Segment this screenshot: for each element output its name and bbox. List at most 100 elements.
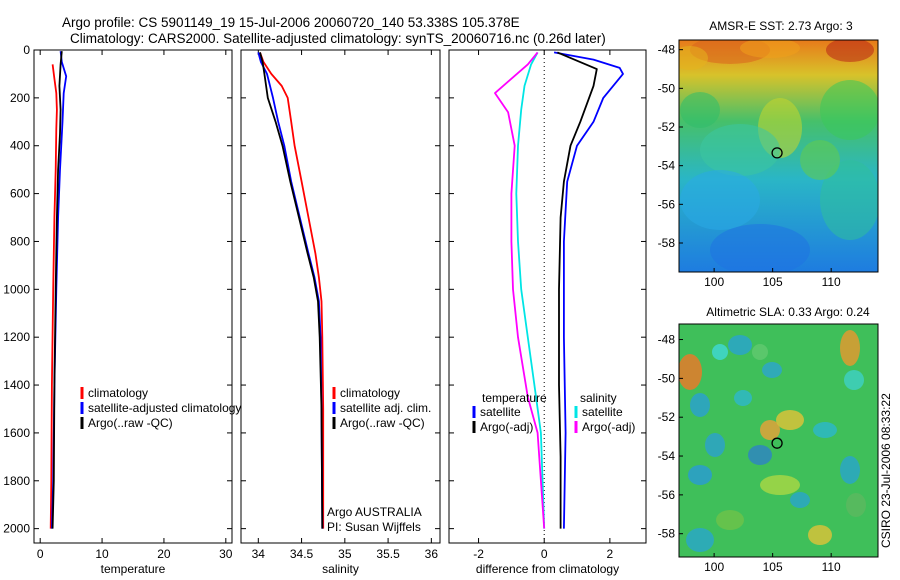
map-x-tick-label: 100 (704, 275, 724, 289)
sla-patch (844, 370, 864, 390)
series-line (51, 51, 63, 529)
y-tick-label: 1400 (3, 378, 30, 392)
x-tick-label: 20 (157, 547, 171, 561)
y-tick-label: 200 (10, 91, 30, 105)
salinity-frame (240, 49, 441, 544)
legend-heading: temperature (482, 391, 547, 405)
legend-label: Argo(..raw -QC) (340, 416, 425, 430)
map-x-tick-label: 105 (763, 275, 783, 289)
sla-patch (752, 344, 768, 360)
x-tick-label: -2 (473, 547, 484, 561)
x-tick-label: 34 (252, 547, 266, 561)
map-y-tick-label: -48 (658, 43, 676, 57)
x-tick-label: 35 (338, 547, 352, 561)
sla-patch (808, 525, 832, 545)
sla-patch (686, 528, 714, 552)
legend-heading: salinity (580, 391, 617, 405)
panel-salinity: 34 34.5 35 35.5 36 salinity climatologysatelli… (240, 49, 441, 576)
legend-label: satellite (582, 405, 623, 419)
legend-label: climatology (88, 386, 148, 400)
sla-patch (688, 465, 712, 485)
series-line (259, 52, 324, 529)
sst-patch (679, 46, 708, 70)
sst-patch (680, 170, 760, 230)
sla-patch (716, 510, 744, 530)
sst-patch (700, 124, 780, 176)
salinity-xlabel: salinity (322, 562, 359, 576)
legend-label: satellite-adjusted climatology (88, 401, 241, 415)
x-tick-label: 36 (425, 547, 439, 561)
map-y-tick-label: -52 (658, 410, 676, 424)
float-position-marker (771, 437, 783, 449)
title-line-2: Climatology: CARS2000. Satellite-adjuste… (70, 31, 606, 46)
sla-patch (705, 433, 725, 457)
sla-patch (734, 390, 752, 406)
sla-patch (679, 354, 702, 390)
x-tick-label: 10 (95, 547, 109, 561)
x-tick-label: 0 (37, 547, 44, 561)
y-tick-label: 2000 (3, 522, 30, 536)
sst-map-field (679, 40, 878, 272)
map-x-tick-label: 105 (763, 560, 783, 574)
sla-patch (790, 492, 810, 508)
series-line (494, 51, 546, 529)
y-tick-label: 1600 (3, 426, 30, 440)
sla-patch (690, 393, 710, 417)
series-line (557, 51, 598, 529)
difference-xlabel: difference from climatology (476, 562, 619, 576)
series-line (259, 52, 325, 529)
y-tick-label: 0 (23, 43, 30, 57)
timestamp-label: CSIRO 23-Jul-2006 08:33:22 (879, 393, 893, 548)
map-x-tick-label: 110 (822, 275, 841, 289)
y-tick-label: 600 (10, 187, 30, 201)
temperature-xlabel: temperature (101, 562, 166, 576)
temperature-frame (33, 49, 233, 544)
series-line (553, 51, 624, 529)
sla-map-frame (678, 323, 879, 558)
sst-patch (820, 160, 878, 240)
sla-patch (760, 475, 800, 495)
sla-map-title: Altimetric SLA: 0.33 Argo: 0.24 (706, 305, 870, 319)
map-y-tick-label: -50 (658, 81, 676, 95)
x-tick-label: 35.5 (376, 547, 400, 561)
sst-patch (740, 40, 800, 58)
sst-patch (800, 140, 840, 180)
x-tick-label: 2 (607, 547, 614, 561)
series-line (515, 51, 546, 529)
panel-temperature: 0 10 20 30 0 200 400 600 800 1000 1200 1400 1600 1800… (3, 43, 241, 576)
sla-patch (762, 362, 782, 378)
sla-patch (846, 493, 866, 517)
x-tick-label: 0 (541, 547, 548, 561)
title-line-1: Argo profile: CS 5901149_19 15-Jul-2006 … (62, 15, 520, 30)
legend-label: satellite adj. clim. (340, 401, 431, 415)
legend-label: Argo(-adj) (480, 420, 533, 434)
y-tick-label: 1000 (3, 282, 30, 296)
map-y-tick-label: -54 (658, 449, 676, 463)
map-y-tick-label: -56 (658, 197, 676, 211)
sst-patch (820, 80, 878, 140)
map-y-tick-label: -50 (658, 371, 676, 385)
legend-label: climatology (340, 386, 400, 400)
map-y-tick-label: -52 (658, 120, 676, 134)
float-position-marker (771, 147, 783, 159)
x-tick-label: 34.5 (290, 547, 314, 561)
map-x-tick-label: 100 (704, 560, 724, 574)
map-y-tick-label: -58 (658, 236, 676, 250)
map-x-tick-label: 110 (822, 560, 841, 574)
sla-patch (840, 456, 860, 484)
y-tick-label: 1800 (3, 474, 30, 488)
y-tick-label: 400 (10, 139, 30, 153)
sla-patch (712, 344, 728, 360)
sla-patch (776, 410, 804, 430)
map-y-tick-label: -56 (658, 488, 676, 502)
series-line (49, 64, 58, 529)
map-y-tick-label: -48 (658, 333, 676, 347)
sla-patch (728, 335, 752, 355)
sst-patch (826, 40, 874, 62)
sst-patch (710, 224, 810, 272)
y-tick-label: 800 (10, 234, 30, 248)
x-tick-label: 30 (219, 547, 233, 561)
sst-patch (680, 92, 720, 128)
